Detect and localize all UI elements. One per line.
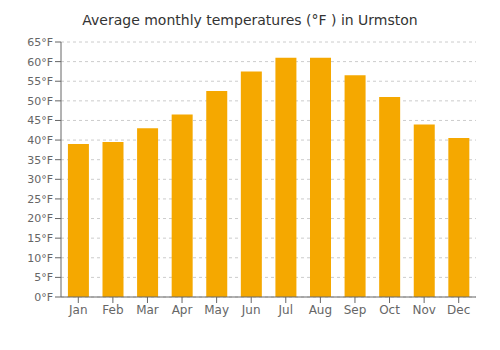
svg-text:Feb: Feb: [102, 303, 123, 317]
svg-text:Jul: Jul: [278, 303, 293, 317]
svg-text:65°F: 65°F: [27, 36, 53, 49]
svg-text:45°F: 45°F: [27, 114, 53, 127]
svg-text:Dec: Dec: [447, 303, 470, 317]
svg-text:40°F: 40°F: [27, 134, 53, 147]
svg-text:50°F: 50°F: [27, 95, 53, 108]
svg-text:60°F: 60°F: [27, 56, 53, 69]
svg-text:55°F: 55°F: [27, 75, 53, 88]
svg-text:0°F: 0°F: [34, 291, 53, 304]
svg-text:10°F: 10°F: [27, 252, 53, 265]
svg-text:5°F: 5°F: [34, 271, 53, 284]
svg-text:25°F: 25°F: [27, 193, 53, 206]
svg-text:Aug: Aug: [309, 303, 332, 317]
html-text:Average monthly temperatures (: Average monthly temperatures (°F ) in Ur…: [82, 12, 418, 28]
svg-text:Mar: Mar: [136, 303, 159, 317]
svg-text:Sep: Sep: [344, 303, 367, 317]
svg-text:Nov: Nov: [412, 303, 435, 317]
svg-text:Jan: Jan: [68, 303, 88, 317]
svg-text:Jun: Jun: [241, 303, 261, 317]
svg-text:35°F: 35°F: [27, 154, 53, 167]
svg-text:May: May: [204, 303, 229, 317]
svg-text:Apr: Apr: [172, 303, 193, 317]
svg-text:20°F: 20°F: [27, 212, 53, 225]
svg-text:15°F: 15°F: [27, 232, 53, 245]
svg-text:30°F: 30°F: [27, 173, 53, 186]
svg-text:Oct: Oct: [379, 303, 400, 317]
